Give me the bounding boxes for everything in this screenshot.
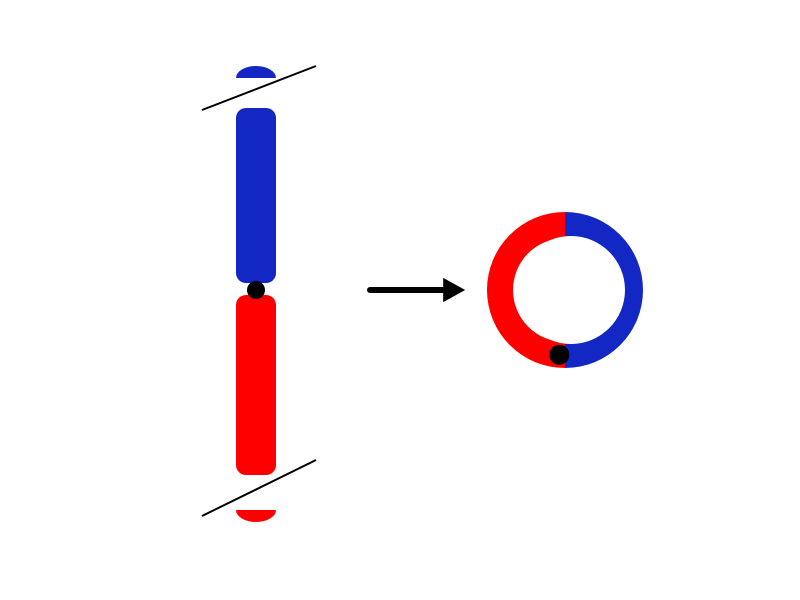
- linear-lower-arm: [236, 295, 276, 475]
- ring-centromere: [549, 345, 569, 365]
- linear-bottom-cap: [236, 510, 276, 522]
- linear-upper-arm: [236, 108, 276, 283]
- linear-centromere: [247, 281, 265, 299]
- arrow-head-icon: [443, 278, 465, 302]
- linear-top-cap: [236, 66, 276, 78]
- ring-inner-hole: [517, 236, 625, 344]
